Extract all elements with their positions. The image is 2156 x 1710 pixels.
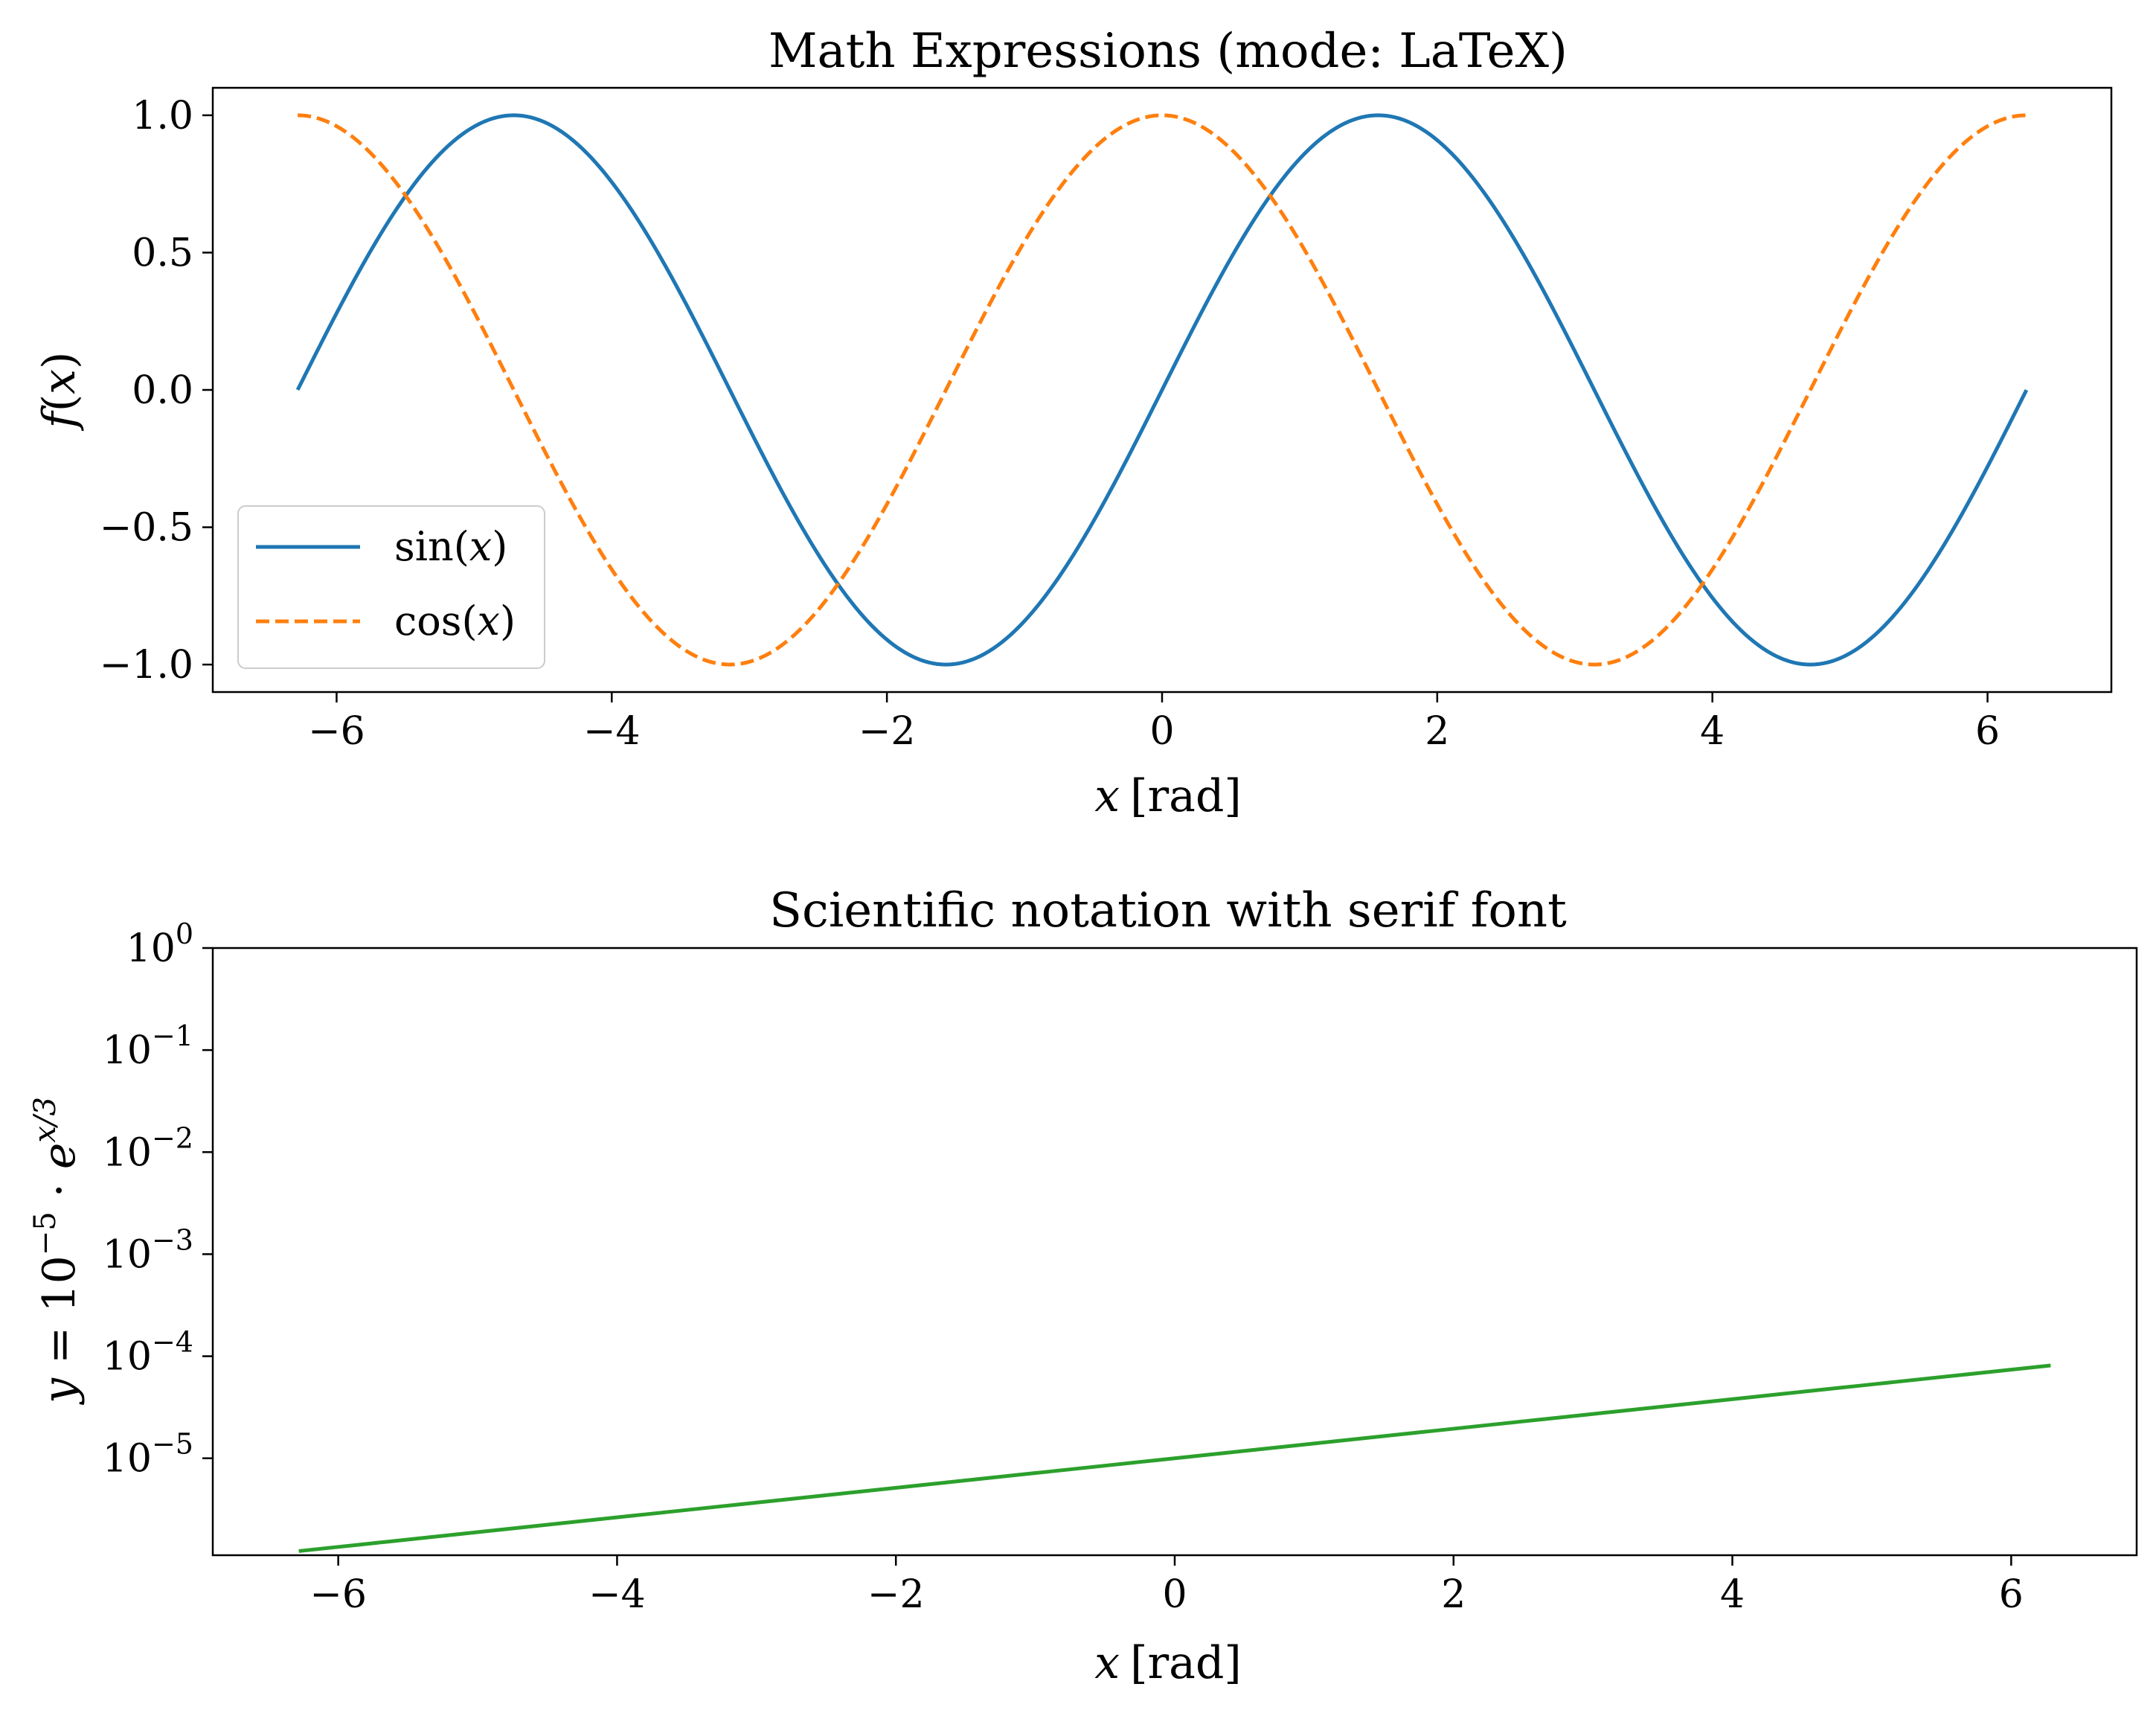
chart-2-x-ticks: −6 −4 −2 0 2 4 6 [309,1555,2024,1617]
chart-2: Scientific notation with serif font −6 −4… [28,883,2138,1689]
chart-1-x-axis-label-unit: [rad] [1130,770,1242,822]
chart-2-y-axis-label: y = 10−5 · ex/3 [28,1097,86,1406]
chart-2-x-tick-label: 4 [1720,1572,1745,1617]
series-line-exp [298,1363,2051,1553]
chart-1-x-tick-label: 6 [1975,709,2000,754]
chart-2-x-axis-label: x [rad] [1094,1637,1242,1689]
chart-2-y-ticks: 100 10−1 10−2 10−3 10−4 10−5 [103,918,213,1482]
chart-1-y-tick-label: 0.5 [132,231,193,275]
chart-1-x-tick-label: −4 [583,709,641,754]
chart-2-title: Scientific notation with serif font [769,883,1567,938]
chart-1-y-axis-label-open: ( [33,394,86,412]
chart-2-y-tick-label: 10−1 [103,1019,193,1073]
chart-1-x-axis-label-var: x [1094,770,1120,822]
chart-1-y-axis-label: f(x) [33,352,86,432]
chart-2-x-tick-label: 0 [1162,1572,1187,1617]
series-line-sin [295,113,2029,667]
chart-2-y-tick-label: 10−2 [103,1121,193,1175]
chart-2-x-tick-label: 2 [1441,1572,1466,1617]
chart-2-plot-area [213,948,2137,1555]
chart-1-title: Math Expressions (mode: LaTeX) [769,24,1568,79]
chart-2-x-tick-label: 6 [1999,1572,2024,1617]
chart-2-y-tick-label: 100 [126,918,193,971]
chart-1-y-tick-label: −1.0 [100,643,193,688]
chart-1-x-tick-label: −2 [859,709,916,754]
chart-2-y-tick-label: 10−5 [103,1428,193,1482]
chart-1-y-axis-label-var: x [33,369,86,394]
chart-1-legend: sin(x) cos(x) [237,505,545,669]
chart-2-x-tick-label: −4 [588,1572,646,1617]
chart-1-x-axis-label: x [rad] [1094,770,1242,822]
chart-1-y-tick-label: −0.5 [100,506,193,551]
chart-2-x-tick-label: −2 [867,1572,925,1617]
chart-1-y-tick-label: 1.0 [132,94,193,138]
chart-1-y-tick-label: 0.0 [132,368,193,413]
chart-2-series-layer [298,1363,2051,1553]
chart-1-x-tick-label: 2 [1425,709,1449,754]
chart-2-y-tick-label: 10−3 [103,1223,193,1277]
chart-1-x-ticks: −6 −4 −2 0 2 4 6 [308,692,2000,754]
legend-label-sin: sin(x) [394,523,507,570]
chart-1-series-layer [295,113,2029,667]
chart-1-x-tick-label: 4 [1700,709,1725,754]
chart-2-x-axis-label-unit: [rad] [1130,1637,1242,1689]
chart-2-y-tick-label: 10−4 [103,1326,193,1380]
chart-2-x-tick-label: −6 [309,1572,367,1617]
chart-1-x-tick-label: 0 [1149,709,1174,754]
legend-label-cos: cos(x) [394,598,516,644]
chart-1: Math Expressions (mode: LaTeX) −6 −4 −2 0 2 4… [33,24,2113,822]
chart-1-x-tick-label: −6 [308,709,365,754]
chart-2-x-axis-label-var: x [1094,1637,1120,1689]
series-line-cos [298,113,2027,667]
chart-1-y-axis-label-close: ) [33,352,86,369]
chart-1-y-ticks: −1.0 −0.5 0.0 0.5 1.0 [100,94,213,688]
